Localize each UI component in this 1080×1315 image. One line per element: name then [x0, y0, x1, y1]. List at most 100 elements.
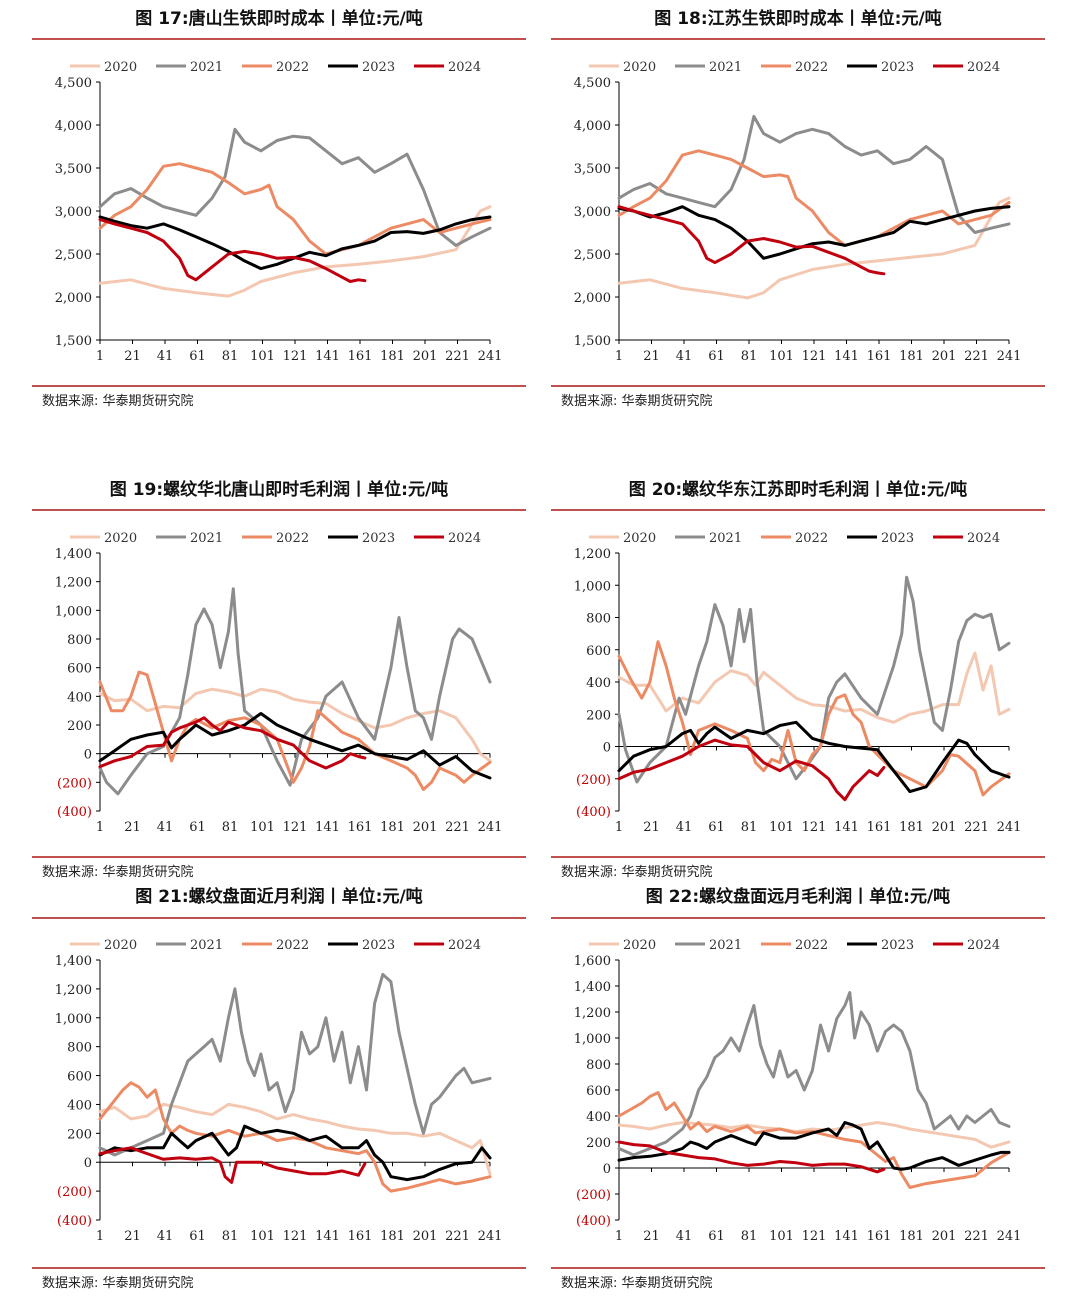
y-tick-label: 1,600 — [574, 954, 611, 969]
x-tick-label: 81 — [741, 1229, 758, 1244]
x-tick-label: 81 — [222, 349, 239, 364]
x-tick-label: 201 — [932, 1229, 957, 1244]
x-tick-label: 141 — [834, 820, 859, 835]
x-tick-label: 181 — [899, 820, 924, 835]
title-rule — [32, 917, 526, 919]
y-tick-label: 1,400 — [574, 980, 611, 995]
y-tick-label: 800 — [67, 633, 92, 648]
x-tick-label: 61 — [708, 1229, 725, 1244]
x-tick-label: 81 — [222, 820, 239, 835]
series-line-2024 — [98, 716, 367, 770]
source-note: 数据来源: 华泰期货研究院 — [42, 861, 194, 880]
series-line-2024 — [98, 218, 367, 283]
series-line-2024 — [98, 1146, 367, 1184]
source-rule — [551, 385, 1045, 387]
legend-label-2021: 2021 — [190, 531, 223, 546]
x-tick-label: 141 — [315, 1229, 340, 1244]
y-tick-label: 1,200 — [55, 983, 92, 998]
source-prefix: 数据来源: — [42, 865, 99, 880]
y-tick-label: 2,000 — [574, 291, 611, 306]
x-tick-label: 21 — [124, 820, 141, 835]
x-tick-label: 181 — [380, 349, 405, 364]
series-line-2021 — [617, 575, 1011, 784]
x-tick-label: 121 — [283, 349, 308, 364]
x-tick-label: 101 — [250, 820, 275, 835]
y-tick-label: 1,000 — [55, 1012, 92, 1027]
legend-label-2021: 2021 — [709, 938, 742, 953]
y-tick-label: 600 — [586, 644, 611, 659]
y-tick-label: 800 — [67, 1041, 92, 1056]
x-tick-label: 1 — [96, 349, 104, 364]
y-tick-label: 4,000 — [55, 119, 92, 134]
y-tick-label: 200 — [67, 1127, 92, 1142]
y-tick-label: 400 — [586, 1110, 611, 1125]
source-note: 数据来源: 华泰期货研究院 — [42, 1272, 194, 1291]
source-prefix: 数据来源: — [561, 865, 618, 880]
x-tick-label: 1 — [615, 349, 623, 364]
y-tick-label: 200 — [67, 719, 92, 734]
y-tick-label: 2,500 — [55, 248, 92, 263]
source-rule — [32, 385, 526, 387]
legend-label-2021: 2021 — [709, 531, 742, 546]
series-line-2022 — [98, 670, 492, 791]
legend-label-2021: 2021 — [190, 60, 223, 75]
y-tick-label: 800 — [586, 612, 611, 627]
chart-svg: 2020 2021 2022 2023 2024 (400) (200) 0 200 400 600… — [574, 938, 1022, 1244]
x-tick-label: 41 — [157, 820, 174, 835]
y-tick-label: 1,400 — [55, 547, 92, 562]
legend-label-2020: 2020 — [623, 938, 656, 953]
x-tick-label: 141 — [315, 820, 340, 835]
y-tick-label: 200 — [586, 1136, 611, 1151]
legend-label-2022: 2022 — [276, 60, 309, 75]
series-line-2021 — [98, 972, 492, 1157]
x-tick-label: 161 — [867, 820, 892, 835]
legend-label-2023: 2023 — [362, 60, 395, 75]
y-tick-label: 200 — [586, 708, 611, 723]
x-tick-label: 21 — [124, 1229, 141, 1244]
y-tick-label: 1,400 — [55, 954, 92, 969]
source-rule — [551, 1267, 1045, 1269]
y-tick-label: 1,500 — [55, 334, 92, 349]
x-tick-label: 61 — [189, 820, 206, 835]
x-tick-label: 241 — [478, 1229, 503, 1244]
x-tick-label: 121 — [802, 349, 827, 364]
y-tick-label: 3,000 — [574, 205, 611, 220]
y-tick-label: (200) — [576, 773, 611, 788]
y-tick-label: (200) — [57, 776, 92, 791]
x-tick-label: 21 — [643, 349, 660, 364]
x-tick-label: 101 — [250, 1229, 275, 1244]
series-line-2024 — [617, 205, 886, 276]
source-prefix: 数据来源: — [561, 1276, 618, 1291]
title-rule — [32, 38, 526, 40]
y-tick-label: 1,200 — [55, 576, 92, 591]
legend-label-2020: 2020 — [623, 60, 656, 75]
chart-svg: 2020 2021 2022 2023 2024 (400) (200) 0 200 400 600… — [55, 938, 503, 1244]
legend-label-2021: 2021 — [709, 60, 742, 75]
y-tick-label: (200) — [576, 1188, 611, 1203]
x-tick-label: 161 — [348, 1229, 373, 1244]
x-tick-label: 141 — [834, 349, 859, 364]
legend-label-2024: 2024 — [448, 938, 481, 953]
series-line-2022 — [617, 149, 1011, 247]
legend-label-2022: 2022 — [276, 938, 309, 953]
y-tick-label: 600 — [67, 1070, 92, 1085]
legend-label-2020: 2020 — [104, 60, 137, 75]
y-tick-label: 4,000 — [574, 119, 611, 134]
x-tick-label: 161 — [348, 820, 373, 835]
series-line-2023 — [617, 205, 1011, 260]
y-tick-label: 3,000 — [55, 205, 92, 220]
legend-label-2021: 2021 — [190, 938, 223, 953]
legend-label-2023: 2023 — [362, 531, 395, 546]
legend-label-2022: 2022 — [795, 938, 828, 953]
source-prefix: 数据来源: — [42, 1276, 99, 1291]
series-line-2023 — [617, 1121, 1011, 1171]
chart-svg: 2020 2021 2022 2023 2024 1,500 2,000 2,500 3,000… — [574, 60, 1022, 364]
x-tick-label: 101 — [769, 1229, 794, 1244]
title-rule — [551, 509, 1045, 511]
series-line-2024 — [617, 1140, 886, 1174]
legend-label-2020: 2020 — [104, 938, 137, 953]
chart-panel-22: 图 22:螺纹盘面远月毛利润丨单位:元/吨 2020 2021 2022 2023 20… — [551, 880, 1045, 1300]
legend-label-2022: 2022 — [795, 60, 828, 75]
x-tick-label: 141 — [315, 349, 340, 364]
source-note: 数据来源: 华泰期货研究院 — [561, 390, 713, 409]
